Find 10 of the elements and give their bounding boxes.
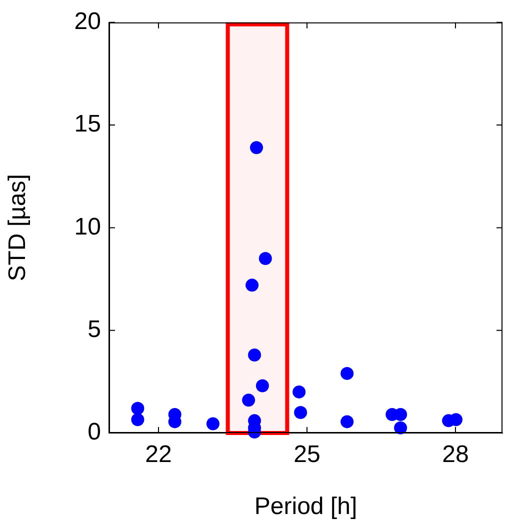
x-tick-label: 25 [294, 441, 320, 468]
y-tick-label: 20 [74, 8, 101, 36]
y-axis-title: STD [µas] [4, 174, 32, 282]
y-tick-label: 10 [74, 213, 101, 240]
x-axis-title: Period [h] [254, 493, 358, 520]
x-tick-label: 22 [145, 441, 172, 468]
y-tick-label: 5 [88, 316, 101, 343]
x-tick-label: 28 [442, 441, 469, 468]
y-tick-label: 15 [74, 110, 101, 138]
y-tick-label: 0 [88, 418, 101, 446]
